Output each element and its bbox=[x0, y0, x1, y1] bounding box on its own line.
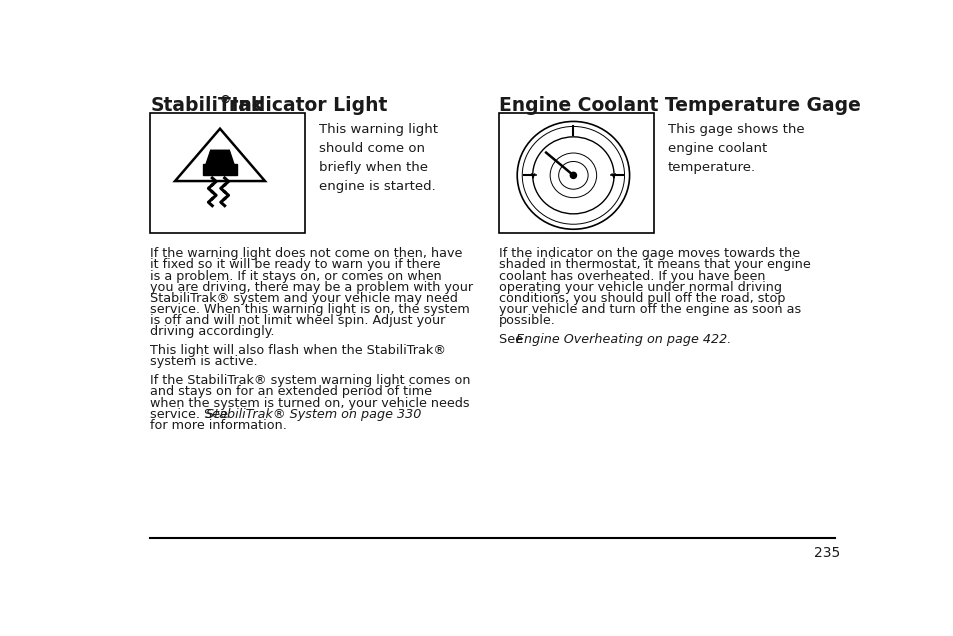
Text: service. See: service. See bbox=[150, 408, 232, 421]
Text: This gage shows the
engine coolant
temperature.: This gage shows the engine coolant tempe… bbox=[667, 123, 803, 174]
Text: ®: ® bbox=[220, 95, 231, 105]
Text: Engine Overheating on page 422.: Engine Overheating on page 422. bbox=[516, 333, 731, 346]
Polygon shape bbox=[206, 150, 233, 164]
Text: and stays on for an extended period of time: and stays on for an extended period of t… bbox=[150, 385, 432, 399]
Text: when the system is turned on, your vehicle needs: when the system is turned on, your vehic… bbox=[150, 397, 470, 410]
Text: This warning light
should come on
briefly when the
engine is started.: This warning light should come on briefl… bbox=[319, 123, 437, 193]
Text: possible.: possible. bbox=[498, 314, 556, 328]
Text: This light will also flash when the StabiliTrak®: This light will also flash when the Stab… bbox=[150, 344, 446, 357]
Bar bbox=[203, 164, 236, 175]
Text: you are driving, there may be a problem with your: you are driving, there may be a problem … bbox=[150, 280, 473, 294]
Text: your vehicle and turn off the engine as soon as: your vehicle and turn off the engine as … bbox=[498, 303, 801, 316]
Text: If the warning light does not come on then, have: If the warning light does not come on th… bbox=[150, 247, 462, 260]
Text: shaded in thermostat, it means that your engine: shaded in thermostat, it means that your… bbox=[498, 258, 810, 272]
Bar bbox=[150, 113, 305, 233]
Ellipse shape bbox=[570, 172, 576, 179]
Text: for more information.: for more information. bbox=[150, 419, 287, 432]
Text: Engine Coolant Temperature Gage: Engine Coolant Temperature Gage bbox=[498, 96, 860, 115]
Text: operating your vehicle under normal driving: operating your vehicle under normal driv… bbox=[498, 280, 781, 294]
Text: system is active.: system is active. bbox=[150, 356, 257, 368]
Text: it fixed so it will be ready to warn you if there: it fixed so it will be ready to warn you… bbox=[150, 258, 440, 272]
Text: If the indicator on the gage moves towards the: If the indicator on the gage moves towar… bbox=[498, 247, 800, 260]
Text: See: See bbox=[498, 333, 526, 346]
Text: driving accordingly.: driving accordingly. bbox=[150, 326, 274, 338]
Text: If the StabiliTrak® system warning light comes on: If the StabiliTrak® system warning light… bbox=[150, 375, 470, 387]
Text: StabiliTrak® System on page 330: StabiliTrak® System on page 330 bbox=[206, 408, 421, 421]
Text: coolant has overheated. If you have been: coolant has overheated. If you have been bbox=[498, 270, 764, 282]
Text: conditions, you should pull off the road, stop: conditions, you should pull off the road… bbox=[498, 292, 784, 305]
Text: is a problem. If it stays on, or comes on when: is a problem. If it stays on, or comes o… bbox=[150, 270, 441, 282]
Text: 235: 235 bbox=[813, 546, 840, 560]
Text: Indicator Light: Indicator Light bbox=[224, 96, 387, 115]
Text: StabiliTrak: StabiliTrak bbox=[150, 96, 263, 115]
Bar bbox=[498, 113, 654, 233]
Text: service. When this warning light is on, the system: service. When this warning light is on, … bbox=[150, 303, 470, 316]
Text: StabiliTrak® system and your vehicle may need: StabiliTrak® system and your vehicle may… bbox=[150, 292, 457, 305]
Text: is off and will not limit wheel spin. Adjust your: is off and will not limit wheel spin. Ad… bbox=[150, 314, 445, 328]
